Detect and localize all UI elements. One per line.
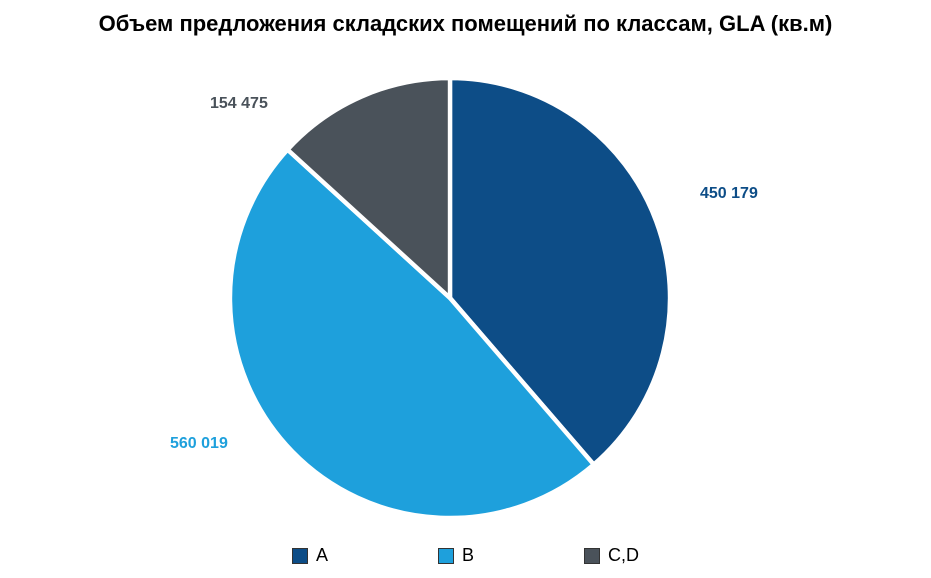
legend-label-b: B xyxy=(462,545,474,566)
datalabel-cd: 154 475 xyxy=(210,95,268,113)
legend-swatch-a xyxy=(292,548,308,564)
datalabel-a: 450 179 xyxy=(700,185,758,203)
legend-swatch-cd xyxy=(584,548,600,564)
pie-chart xyxy=(230,78,670,518)
datalabel-b: 560 019 xyxy=(170,435,228,453)
legend-item-b: B xyxy=(438,545,474,566)
pie-svg xyxy=(230,78,670,518)
legend-label-a: A xyxy=(316,545,328,566)
legend: A B C,D xyxy=(0,545,931,566)
legend-label-cd: C,D xyxy=(608,545,639,566)
chart-title: Объем предложения складских помещений по… xyxy=(0,10,931,39)
legend-item-a: A xyxy=(292,545,328,566)
legend-item-cd: C,D xyxy=(584,545,639,566)
legend-swatch-b xyxy=(438,548,454,564)
